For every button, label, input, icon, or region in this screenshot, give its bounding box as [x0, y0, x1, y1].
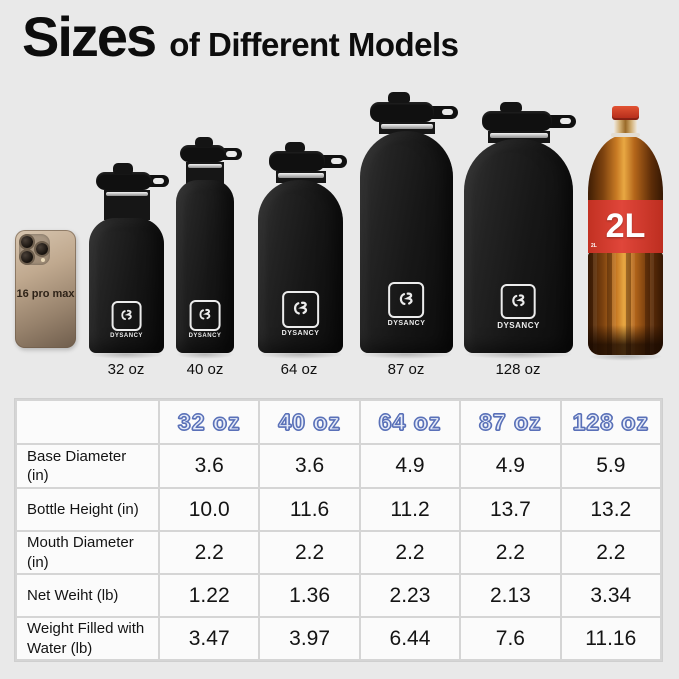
bottle-steel-ring	[277, 173, 324, 178]
brand-logo: DYSANCY	[110, 301, 143, 339]
bottle-cap-lid	[482, 111, 552, 131]
title-subtitle: of Different Models	[169, 26, 459, 63]
table-value: 6.44	[360, 618, 460, 659]
row-label-weight-filled: Weight Filled with Water (lb)	[17, 618, 158, 659]
table-value: 1.36	[260, 575, 359, 616]
table-corner-cell	[17, 401, 158, 443]
cola-neck-ring	[611, 133, 640, 137]
table-value: 13.7	[461, 489, 560, 530]
phone-camera-module	[19, 234, 50, 265]
brand-name: DYSANCY	[110, 333, 143, 339]
column-header-128oz: 128 oz	[561, 401, 660, 443]
cola-neck	[614, 119, 637, 136]
camera-flash-icon	[41, 258, 45, 262]
camera-lens-icon	[21, 236, 33, 248]
table-value: 13.2	[561, 489, 660, 530]
table-value: 5.9	[561, 445, 660, 487]
size-label-128oz: 128 oz	[495, 361, 541, 378]
cola-label: 2L 2L	[588, 200, 663, 253]
cola-2l-small-text: 2L	[591, 243, 597, 249]
table-value: 4.9	[360, 445, 460, 487]
bottle-steel-ring	[489, 133, 548, 138]
brand-logo: DYSANCY	[388, 282, 426, 327]
table-value: 3.47	[160, 618, 259, 659]
bottle-body	[176, 180, 234, 353]
row-label-net-weight: Net Weiht (lb)	[17, 575, 158, 616]
column-header-87oz: 87 oz	[461, 401, 560, 443]
bottle-cap-lid	[180, 145, 226, 162]
table-value: 10.0	[160, 489, 259, 530]
table-value: 1.22	[160, 575, 259, 616]
brand-mark-icon	[388, 282, 425, 318]
size-label-64oz: 64 oz	[280, 361, 318, 378]
table-value: 2.2	[461, 532, 560, 573]
bottle-128oz: DYSANCY	[464, 102, 576, 359]
brand-mark-icon	[501, 284, 536, 319]
iphone-scale-reference: 16 pro max	[15, 230, 76, 348]
brand-logo: DYSANCY	[189, 300, 222, 339]
cola-cap	[612, 106, 639, 120]
size-label-32oz: 32 oz	[107, 361, 145, 378]
table-value: 7.6	[461, 618, 560, 659]
brand-name: DYSANCY	[387, 320, 426, 327]
brand-mark-icon	[189, 300, 221, 331]
table-value: 11.6	[260, 489, 359, 530]
size-label-87oz: 87 oz	[387, 361, 425, 378]
bottle-64oz: DYSANCY	[258, 142, 347, 359]
column-header-32oz: 32 oz	[160, 401, 259, 443]
column-header-64oz: 64 oz	[360, 401, 460, 443]
bottle-cap-knob	[113, 163, 133, 174]
column-header-40oz: 40 oz	[260, 401, 359, 443]
table-value: 2.13	[461, 575, 560, 616]
brand-logo: DYSANCY	[282, 291, 320, 337]
bottle-cap-knob	[500, 102, 522, 112]
page-title: Sizes of Different Models	[22, 4, 459, 69]
bottle-40oz: DYSANCY	[176, 137, 242, 359]
bottle-steel-ring	[105, 192, 148, 196]
table-value: 2.2	[561, 532, 660, 573]
table-value: 11.2	[360, 489, 460, 530]
table-value: 2.23	[360, 575, 460, 616]
phone-label: 16 pro max	[16, 288, 75, 300]
bottle-cap-lid	[96, 172, 152, 190]
brand-name: DYSANCY	[281, 330, 320, 337]
size-comparison-table: 32 oz 40 oz 64 oz 87 oz 128 oz Base Diam…	[14, 398, 663, 662]
bottle-cap-knob	[388, 92, 410, 103]
title-main: Sizes	[22, 5, 157, 68]
brand-mark-icon	[281, 291, 319, 328]
bottle-body	[258, 180, 343, 353]
table-value: 2.2	[360, 532, 460, 573]
row-label-base-diameter: Base Diameter (in)	[17, 445, 158, 487]
brand-name: DYSANCY	[497, 321, 540, 330]
camera-lens-icon	[36, 243, 48, 255]
bottle-steel-ring	[188, 164, 222, 168]
row-label-mouth-diameter: Mouth Diameter (in)	[17, 532, 158, 573]
bottle-cap-knob	[285, 142, 305, 152]
size-label-40oz: 40 oz	[186, 361, 224, 378]
bottle-32oz: DYSANCY	[89, 163, 169, 359]
brand-name: DYSANCY	[188, 333, 222, 339]
cola-2l-text: 2L	[605, 207, 646, 245]
row-label-bottle-height: Bottle Height (in)	[17, 489, 158, 530]
table-value: 3.34	[561, 575, 660, 616]
bottle-87oz: DYSANCY	[360, 92, 458, 359]
table-value: 3.6	[160, 445, 259, 487]
cola-lower-body	[588, 252, 663, 355]
table-value: 3.97	[260, 618, 359, 659]
cola-shoulder	[588, 135, 663, 202]
table-value: 2.2	[160, 532, 259, 573]
bottle-cap-lid	[370, 102, 434, 122]
table-value: 2.2	[260, 532, 359, 573]
table-value: 11.16	[561, 618, 660, 659]
bottle-steel-ring	[380, 124, 433, 129]
camera-lens-icon	[21, 251, 33, 263]
brand-logo: DYSANCY	[497, 284, 540, 330]
bottle-cap-lid	[269, 151, 325, 171]
cola-2l-scale-reference: 2L 2L	[588, 106, 663, 361]
table-value: 4.9	[461, 445, 560, 487]
table-value: 3.6	[260, 445, 359, 487]
brand-mark-icon	[111, 301, 142, 331]
bottle-cap-knob	[195, 137, 213, 147]
